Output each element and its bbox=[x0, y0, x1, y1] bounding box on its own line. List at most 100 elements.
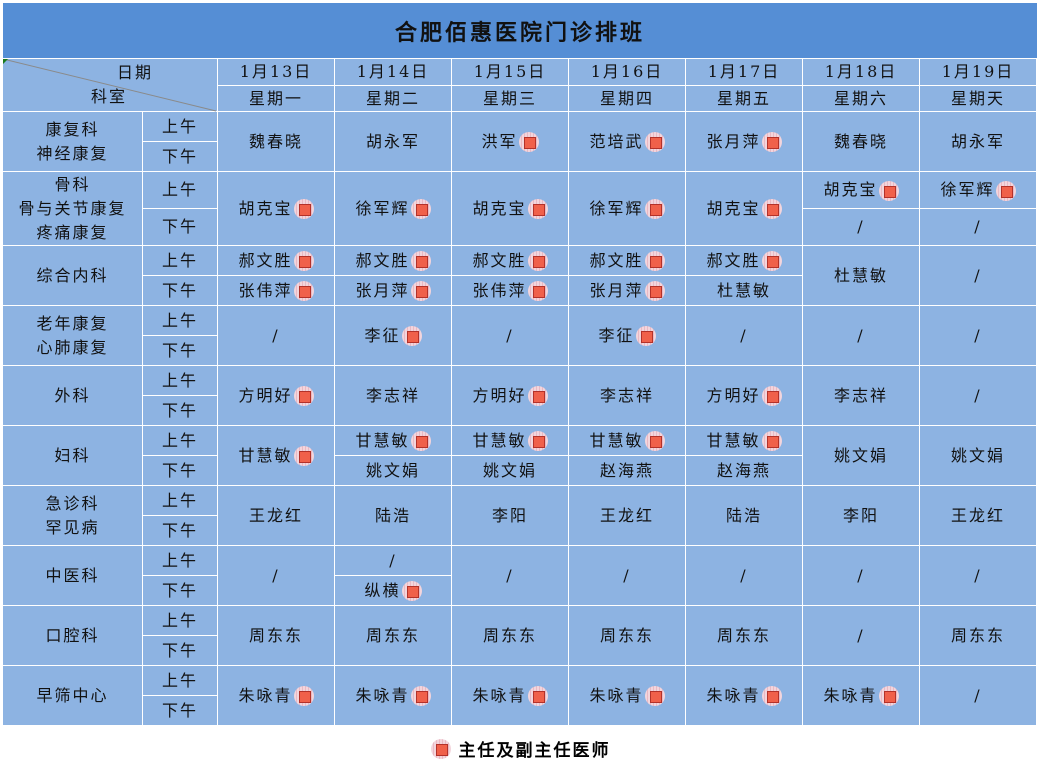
dept-name: 急诊科 bbox=[45, 493, 100, 513]
session-am: 上午 bbox=[143, 666, 218, 696]
schedule-cell: 王龙红 bbox=[569, 486, 686, 546]
session-pm: 下午 bbox=[143, 696, 218, 726]
doctor-name: 李志祥 bbox=[599, 385, 654, 405]
schedule-cell: / bbox=[686, 306, 803, 366]
schedule-cell-pm: / bbox=[803, 209, 920, 246]
doctor-name: 周东东 bbox=[599, 625, 654, 645]
schedule-cell-am: 徐军辉 bbox=[920, 172, 1037, 209]
empty-slot: / bbox=[974, 265, 982, 285]
schedule-cell-pm: 张月萍 bbox=[335, 276, 452, 306]
date-label: 1月15日 bbox=[473, 62, 547, 81]
dept-cell: 妇科 bbox=[3, 426, 143, 486]
senior-physician-badge-icon bbox=[761, 132, 782, 152]
session-label: 下午 bbox=[161, 700, 198, 720]
doctor-name: 李阳 bbox=[842, 505, 879, 525]
session-label: 上午 bbox=[161, 490, 198, 510]
schedule-cell: / bbox=[452, 546, 569, 606]
schedule-cell: 胡克宝 bbox=[686, 172, 803, 246]
schedule-cell-pm: 赵海燕 bbox=[686, 456, 803, 486]
legend-label: 主任及副主任医师 bbox=[458, 741, 611, 761]
doctor-name: 甘慧敏 bbox=[238, 445, 293, 465]
schedule-cell: 洪军 bbox=[452, 112, 569, 172]
doctor-name: 朱咏青 bbox=[823, 685, 878, 705]
schedule-cell: / bbox=[218, 546, 335, 606]
empty-slot: / bbox=[974, 565, 982, 585]
dept-name: 疼痛康复 bbox=[36, 222, 109, 242]
legend: 主任及副主任医师 bbox=[0, 736, 1040, 761]
dept-label: 科室 bbox=[91, 87, 128, 106]
session-label: 下午 bbox=[161, 400, 198, 420]
senior-physician-badge-icon bbox=[401, 581, 422, 601]
doctor-name: 杜慧敏 bbox=[716, 280, 771, 300]
schedule-cell-pm: 杜慧敏 bbox=[686, 276, 803, 306]
doctor-name: 甘慧敏 bbox=[706, 430, 761, 450]
schedule-cell: 周东东 bbox=[569, 606, 686, 666]
empty-slot: / bbox=[740, 565, 748, 585]
schedule-cell-am: 郝文胜 bbox=[686, 246, 803, 276]
senior-physician-badge-icon bbox=[995, 180, 1016, 201]
schedule-cell-pm: 姚文娟 bbox=[452, 456, 569, 486]
corner-header: 日期 科室 bbox=[3, 59, 218, 112]
schedule-cell-am: 郝文胜 bbox=[452, 246, 569, 276]
session-label: 上午 bbox=[161, 310, 198, 330]
session-label: 上午 bbox=[161, 116, 198, 136]
dept-name: 口腔科 bbox=[45, 625, 100, 645]
dept-cell: 急诊科 罕见病 bbox=[3, 486, 143, 546]
schedule-cell: 魏春晓 bbox=[218, 112, 335, 172]
session-label: 下午 bbox=[161, 217, 198, 236]
doctor-name: 徐军辉 bbox=[355, 198, 410, 218]
schedule-cell: 朱咏青 bbox=[686, 666, 803, 726]
doctor-name: 甘慧敏 bbox=[355, 430, 410, 450]
date-header-3: 1月16日 bbox=[569, 59, 686, 86]
senior-physician-badge-icon bbox=[527, 251, 548, 271]
senior-physician-badge-icon bbox=[410, 686, 431, 706]
doctor-name: 李征 bbox=[364, 325, 401, 345]
doctor-name: 周东东 bbox=[482, 625, 537, 645]
session-label: 下午 bbox=[161, 340, 198, 360]
session-am: 上午 bbox=[143, 246, 218, 276]
schedule-cell: / bbox=[920, 666, 1037, 726]
empty-slot: / bbox=[506, 565, 514, 585]
doctor-name: 杜慧敏 bbox=[833, 265, 888, 285]
doctor-name: 甘慧敏 bbox=[589, 430, 644, 450]
schedule-cell: 朱咏青 bbox=[335, 666, 452, 726]
session-label: 下午 bbox=[161, 640, 198, 660]
empty-slot: / bbox=[857, 565, 865, 585]
session-pm: 下午 bbox=[143, 142, 218, 172]
session-label: 下午 bbox=[161, 460, 198, 480]
senior-physician-badge-icon bbox=[527, 386, 548, 406]
schedule-cell-pm: / bbox=[920, 209, 1037, 246]
schedule-cell-pm: 张伟萍 bbox=[452, 276, 569, 306]
schedule-cell-am: 胡克宝 bbox=[803, 172, 920, 209]
session-label: 下午 bbox=[161, 580, 198, 600]
doctor-name: 赵海燕 bbox=[716, 460, 771, 480]
doctor-name: 范培武 bbox=[589, 131, 644, 151]
weekday-header-4: 星期五 bbox=[686, 86, 803, 112]
session-label: 上午 bbox=[161, 610, 198, 630]
date-header-4: 1月17日 bbox=[686, 59, 803, 86]
dept-name: 骨科 bbox=[54, 174, 91, 194]
doctor-name: 赵海燕 bbox=[599, 460, 654, 480]
dept-cell: 口腔科 bbox=[3, 606, 143, 666]
schedule-cell: 姚文娟 bbox=[920, 426, 1037, 486]
dept-cell: 康复科 神经康复 bbox=[3, 112, 143, 172]
senior-physician-badge-icon bbox=[644, 199, 665, 219]
doctor-name: 徐军辉 bbox=[589, 198, 644, 218]
doctor-name: 姚文娟 bbox=[833, 445, 888, 465]
senior-physician-badge-icon bbox=[527, 199, 548, 219]
schedule-cell: 方明好 bbox=[452, 366, 569, 426]
schedule-cell: / bbox=[218, 306, 335, 366]
schedule-cell-am: 郝文胜 bbox=[218, 246, 335, 276]
page-title: 合肥佰惠医院门诊排班 bbox=[3, 3, 1037, 59]
schedule-cell-pm: 张月萍 bbox=[569, 276, 686, 306]
empty-slot: / bbox=[389, 550, 397, 570]
dept-name: 神经康复 bbox=[36, 143, 109, 163]
dept-name: 综合内科 bbox=[36, 265, 109, 285]
weekday-label: 星期一 bbox=[248, 88, 303, 108]
dept-name: 老年康复 bbox=[36, 313, 109, 333]
weekday-header-1: 星期二 bbox=[335, 86, 452, 112]
senior-physician-badge-icon bbox=[293, 386, 314, 406]
doctor-name: 张月萍 bbox=[355, 280, 410, 300]
schedule-cell: / bbox=[803, 546, 920, 606]
senior-physician-badge-icon bbox=[878, 180, 899, 201]
